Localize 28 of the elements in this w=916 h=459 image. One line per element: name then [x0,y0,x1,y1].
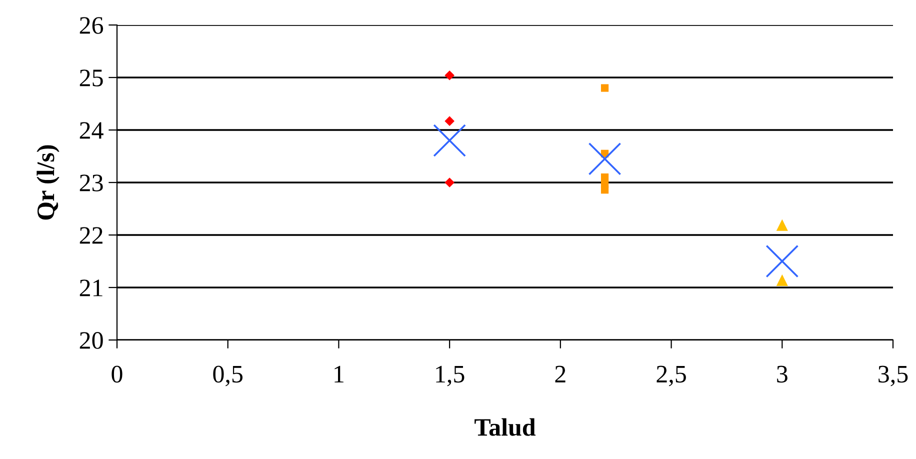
x-tick-label: 3 [777,366,788,383]
point [776,274,788,286]
y-tick-label: 21 [80,280,102,296]
y-tick-label: 26 [80,17,104,34]
x-tick-label: 0 [112,366,122,383]
x-tick-label: 1 [334,366,344,382]
y-axis-title: Qr (l/s) [36,145,60,220]
point [444,116,454,126]
point [433,124,466,157]
point [444,70,454,80]
y-tick-label: 22 [80,227,102,244]
point [588,142,622,176]
y-tick-label: 23 [80,174,103,192]
point [600,173,609,182]
point [600,84,609,92]
x-tick-label: 1,5 [436,366,464,386]
x-tick-label: 2,5 [656,366,686,386]
y-tick-label: 20 [80,332,103,349]
x-axis-title: Talud [474,418,536,436]
x-tick-label: 3,5 [878,366,908,386]
point [766,244,799,278]
point [776,219,788,231]
point [600,186,609,194]
y-tick-label: 25 [80,70,103,86]
point [444,178,454,188]
x-tick-label: 2 [555,366,566,382]
x-tick-label: 0,5 [213,366,243,386]
y-tick-label: 24 [80,122,104,139]
